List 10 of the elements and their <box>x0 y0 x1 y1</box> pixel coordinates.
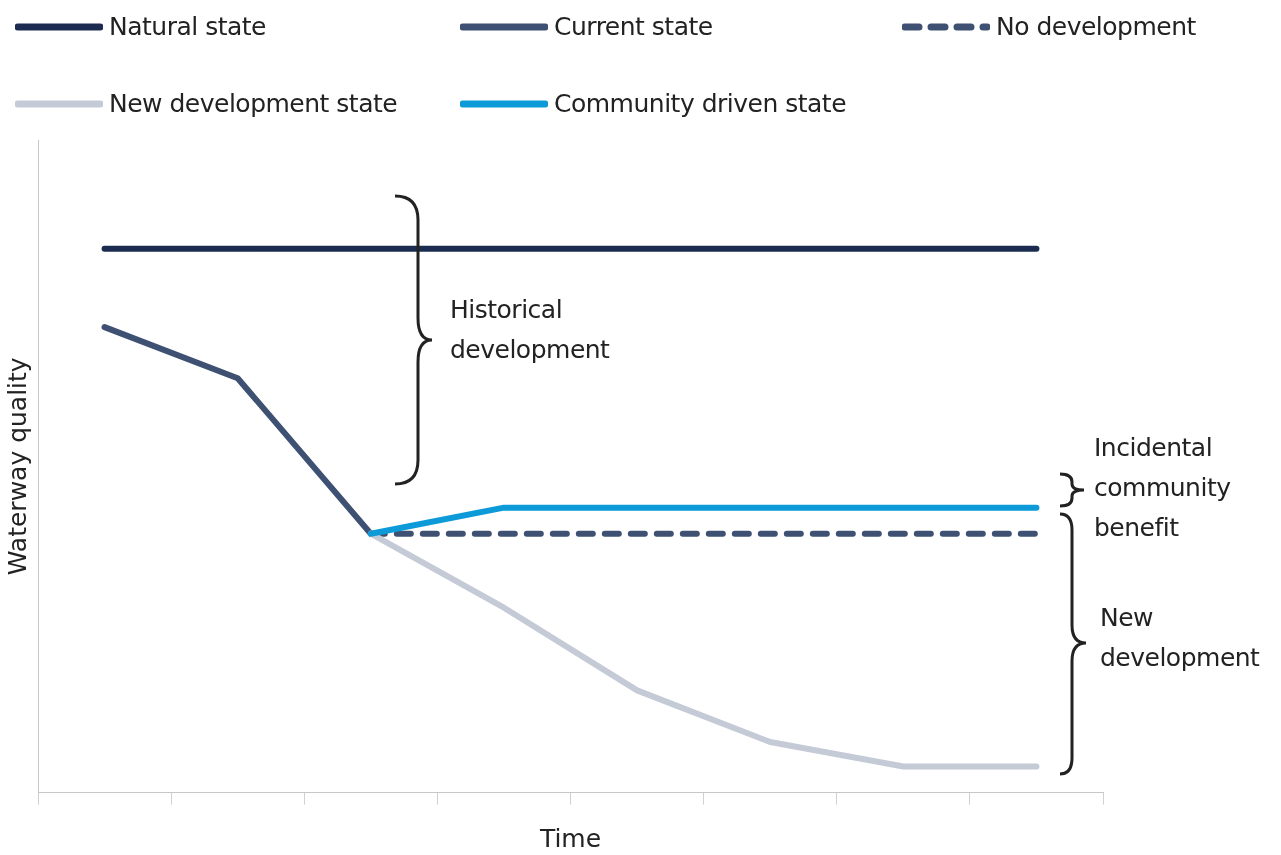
legend-label: Community driven state <box>554 89 847 118</box>
annotation: Historical development <box>450 294 611 366</box>
annotation: Incidental community benefit <box>1094 432 1232 544</box>
annotation: New development <box>1100 602 1261 674</box>
legend-label: No development <box>996 12 1196 41</box>
y-axis-title: Waterway quality <box>2 357 32 576</box>
x-axis-title: Time <box>538 823 602 853</box>
legend-label: New development state <box>109 89 398 118</box>
legend-label: Current state <box>554 12 713 41</box>
legend-label: Natural state <box>109 12 266 41</box>
